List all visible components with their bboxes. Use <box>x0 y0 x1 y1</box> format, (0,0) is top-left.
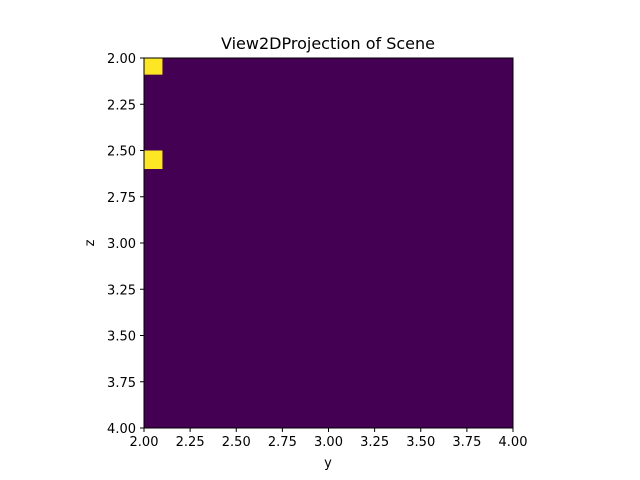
y-axis-ticks: 2.00 2.25 2.50 2.75 3.00 3.25 3.50 3.75 4.00 <box>107 52 144 437</box>
y-tick-label: 3.50 <box>107 330 136 345</box>
y-tick-label: 4.00 <box>107 422 136 437</box>
x-axis-label: y <box>324 456 332 471</box>
y-tick-label: 2.75 <box>107 191 136 206</box>
y-tick-label: 2.00 <box>107 52 136 67</box>
heatmap-cell-0 <box>144 58 163 75</box>
x-tick-label: 2.00 <box>130 435 159 450</box>
x-tick-label: 2.50 <box>222 435 251 450</box>
x-axis-ticks: 2.00 2.25 2.50 2.75 3.00 3.25 3.50 3.75 4.00 <box>130 428 528 450</box>
x-tick-label: 3.00 <box>314 435 343 450</box>
heatmap-background <box>144 58 513 428</box>
y-tick-label: 3.00 <box>107 237 136 252</box>
y-tick-label: 2.50 <box>107 145 136 160</box>
y-tick-label: 3.25 <box>107 283 136 298</box>
y-tick-label: 3.75 <box>107 376 136 391</box>
chart-title: View2DProjection of Scene <box>221 34 435 53</box>
x-tick-label: 3.25 <box>360 435 389 450</box>
x-tick-label: 3.75 <box>452 435 481 450</box>
y-tick-label: 2.25 <box>107 98 136 113</box>
y-axis-label: z <box>83 239 98 246</box>
x-tick-label: 2.25 <box>176 435 205 450</box>
heatmap-cell-1 <box>144 150 163 169</box>
x-tick-label: 2.75 <box>268 435 297 450</box>
x-tick-label: 3.50 <box>406 435 435 450</box>
plot-area <box>143 57 514 429</box>
x-tick-label: 4.00 <box>499 435 528 450</box>
